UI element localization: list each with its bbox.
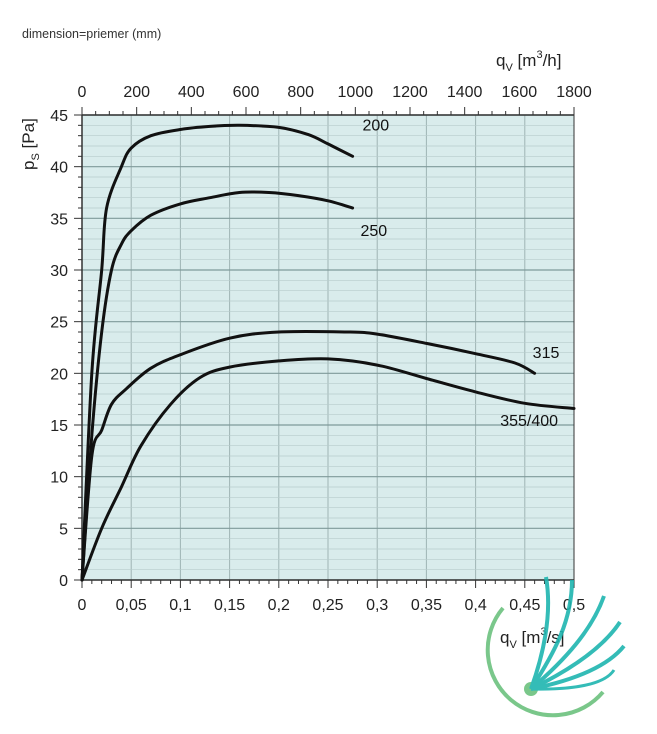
axes — [74, 107, 575, 588]
x-tick-label: 0,45 — [509, 597, 540, 614]
x-axis-label-sup: 3 — [540, 626, 546, 638]
x-axis-label-base: q — [500, 628, 509, 647]
y-axis-label: pS [Pa] — [19, 118, 42, 170]
series-lines — [80, 123, 576, 582]
x2-tick-label: 200 — [123, 84, 150, 101]
x2-axis-label-unit-end: /h] — [543, 51, 562, 70]
x2-tick-label: 1400 — [447, 84, 483, 101]
x-tick-label: 0,3 — [366, 597, 388, 614]
x2-tick-label: 600 — [233, 84, 260, 101]
y-tick-label: 25 — [50, 315, 68, 332]
y-tick-label: 45 — [50, 108, 68, 125]
x2-axis-label: qV [m3/h] — [496, 49, 561, 74]
x-axis-label-sub: V — [509, 639, 517, 651]
x2-axis-label-unit: [m — [518, 51, 537, 70]
x-tick-label: 0,35 — [411, 597, 442, 614]
x-tick-label: 0,5 — [563, 597, 585, 614]
y-tick-label: 30 — [50, 263, 68, 280]
x-tick-label: 0,25 — [312, 597, 343, 614]
dimension-note: dimension=priemer (mm) — [22, 27, 162, 41]
x2-tick-label: 400 — [178, 84, 205, 101]
y-tick-label: 5 — [59, 521, 68, 538]
x-tick-label: 0 — [78, 597, 87, 614]
series-line-355-400 — [80, 357, 576, 582]
x2-tick-label: 800 — [287, 84, 314, 101]
series-line-250 — [80, 190, 355, 582]
curve-label-250: 250 — [360, 223, 387, 240]
x2-tick-label: 1000 — [338, 84, 374, 101]
x2-axis-label-base: q — [496, 51, 505, 70]
y-tick-label: 15 — [50, 418, 68, 435]
x-tick-label: 0,05 — [116, 597, 147, 614]
series-line-315 — [80, 329, 537, 582]
x-tick-label: 0,4 — [464, 597, 486, 614]
x-tick-label: 0,1 — [169, 597, 191, 614]
curve-label-355-400: 355/400 — [500, 413, 558, 430]
y-tick-label: 0 — [59, 573, 68, 590]
x2-tick-label: 1600 — [502, 84, 538, 101]
x-tick-label: 0,15 — [214, 597, 245, 614]
curve-label-315: 315 — [533, 345, 560, 362]
curve-labels: 200 250 315 355/400 — [360, 118, 559, 431]
x2-tick-label: 0 — [78, 84, 87, 101]
tick-labels: 0 0,05 0,1 0,15 0,2 0,25 0,3 0,35 0,4 0,45 0,50 200… — [50, 84, 592, 614]
y-tick-label: 10 — [50, 470, 68, 487]
x2-axis-label-sup: 3 — [536, 49, 542, 61]
x2-tick-label: 1800 — [556, 84, 592, 101]
y-tick-label: 40 — [50, 160, 68, 177]
y-tick-label: 20 — [50, 366, 68, 383]
x2-axis-label-sub: V — [505, 62, 513, 74]
y-axis-label-sub: S — [30, 153, 42, 160]
curve-label-200: 200 — [362, 118, 389, 135]
x-axis-label-unit: [m — [522, 628, 541, 647]
series-line-200 — [80, 123, 355, 582]
x2-tick-label: 1200 — [392, 84, 428, 101]
y-axis-label-unit: [Pa] — [19, 118, 38, 148]
x-tick-label: 0,2 — [268, 597, 290, 614]
y-tick-label: 35 — [50, 211, 68, 228]
y-axis-label-base: p — [19, 161, 38, 170]
fan-swirl-logo — [485, 576, 626, 718]
